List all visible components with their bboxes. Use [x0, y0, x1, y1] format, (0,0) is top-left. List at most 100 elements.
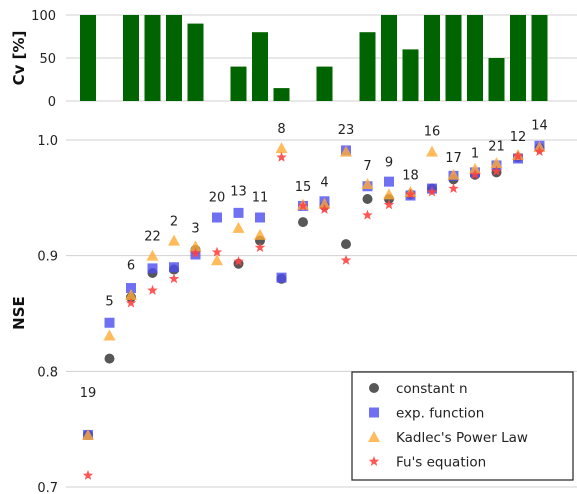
data-point-triangle — [125, 288, 137, 300]
data-point-triangle — [189, 240, 202, 252]
data-point-triangle — [146, 249, 159, 261]
cv-bar — [402, 49, 419, 101]
data-point-triangle — [426, 145, 438, 157]
cv-bar — [510, 15, 526, 101]
legend-entry-label: Kadlec's Power Law — [396, 430, 528, 446]
cv-tick-label: 100 — [31, 9, 56, 24]
data-point-triangle — [383, 188, 395, 200]
point-label: 12 — [510, 130, 527, 145]
series-triangle — [82, 140, 546, 440]
data-point-circle — [104, 353, 115, 364]
data-point-square — [276, 272, 287, 283]
data-point-star — [362, 209, 373, 220]
data-point-star — [125, 297, 137, 308]
point-label: 11 — [252, 190, 269, 205]
data-point-star — [383, 199, 395, 210]
data-point-square — [126, 283, 136, 294]
data-point-square — [255, 212, 265, 223]
point-label: 9 — [385, 156, 393, 171]
nse-tick-label: 0.8 — [37, 365, 58, 380]
cv-bar — [187, 23, 204, 102]
data-point-triangle — [254, 228, 266, 240]
data-point-triangle — [490, 157, 503, 169]
data-point-triangle — [469, 162, 481, 174]
nse-tick-label: 1.0 — [37, 134, 58, 149]
cv-bar — [166, 15, 182, 101]
data-point-star — [426, 186, 438, 197]
data-point-square — [369, 407, 379, 418]
legend-box — [351, 371, 574, 481]
data-point-star — [368, 456, 380, 466]
data-point-circle — [298, 217, 308, 228]
data-point-star — [211, 246, 223, 257]
data-point-triangle — [232, 221, 245, 233]
point-label: 2 — [170, 215, 178, 230]
data-point-star — [147, 284, 158, 295]
cv-bar — [273, 88, 290, 101]
data-point-triangle — [368, 431, 380, 442]
data-point-star — [340, 254, 352, 265]
point-label: 21 — [488, 139, 505, 154]
cv-bar — [252, 32, 268, 102]
data-point-triangle — [361, 177, 374, 189]
data-point-star — [297, 200, 309, 211]
cv-bar — [316, 66, 333, 101]
data-point-triangle — [168, 234, 180, 246]
data-point-star — [190, 247, 201, 258]
cv-bar — [488, 58, 505, 101]
cv-tick-label: 0 — [48, 95, 56, 110]
point-label: 6 — [127, 259, 135, 274]
nse-tick-label: 0.9 — [37, 250, 58, 265]
data-point-star — [168, 273, 180, 284]
data-point-triangle — [447, 168, 460, 180]
cv-axis-label: Cv [%] — [10, 31, 28, 86]
data-point-triangle — [211, 254, 223, 266]
cv-bar — [424, 15, 440, 101]
point-label: 3 — [191, 222, 199, 237]
data-point-square — [212, 212, 222, 223]
data-point-square — [233, 207, 244, 218]
point-label: 22 — [144, 230, 161, 245]
point-label: 15 — [295, 180, 312, 195]
nse-axis-label: NSE — [10, 296, 28, 330]
data-point-star — [448, 183, 459, 194]
data-point-star — [276, 151, 287, 162]
data-point-star — [233, 255, 244, 266]
data-point-circle — [362, 193, 373, 204]
cv-bar — [230, 66, 247, 101]
point-label: 19 — [80, 386, 97, 401]
cv-bar — [531, 15, 548, 101]
cv-bar — [381, 15, 397, 101]
point-label: 8 — [277, 122, 285, 137]
data-point-star — [82, 469, 94, 480]
cv-bar — [359, 32, 376, 102]
data-point-star — [512, 150, 524, 161]
legend-entry-label: constant n — [396, 381, 468, 397]
data-point-star — [491, 165, 502, 176]
point-label: 23 — [338, 123, 355, 138]
nse-tick-label: 0.7 — [37, 481, 58, 494]
point-label: 20 — [209, 190, 226, 205]
data-point-square — [147, 263, 158, 274]
data-point-star — [469, 169, 481, 180]
data-point-star — [534, 146, 545, 157]
point-label: 7 — [363, 159, 371, 174]
data-point-triangle — [318, 197, 331, 209]
series-star — [82, 146, 545, 480]
cv-bar — [123, 15, 139, 101]
cv-bar — [445, 15, 462, 101]
data-point-square — [169, 262, 179, 273]
data-point-triangle — [82, 428, 94, 440]
data-point-triangle — [103, 329, 116, 341]
legend-entry-label: Fu's equation — [396, 455, 486, 471]
point-label: 18 — [402, 168, 419, 183]
legend: constant n exp. function Kadlec's Power La… — [351, 371, 574, 481]
data-point-triangle — [275, 142, 288, 154]
legend-entry-label: exp. function — [396, 406, 484, 422]
point-label: 5 — [105, 294, 113, 309]
cv-tick-label: 50 — [39, 52, 56, 67]
cv-bar — [144, 15, 161, 101]
